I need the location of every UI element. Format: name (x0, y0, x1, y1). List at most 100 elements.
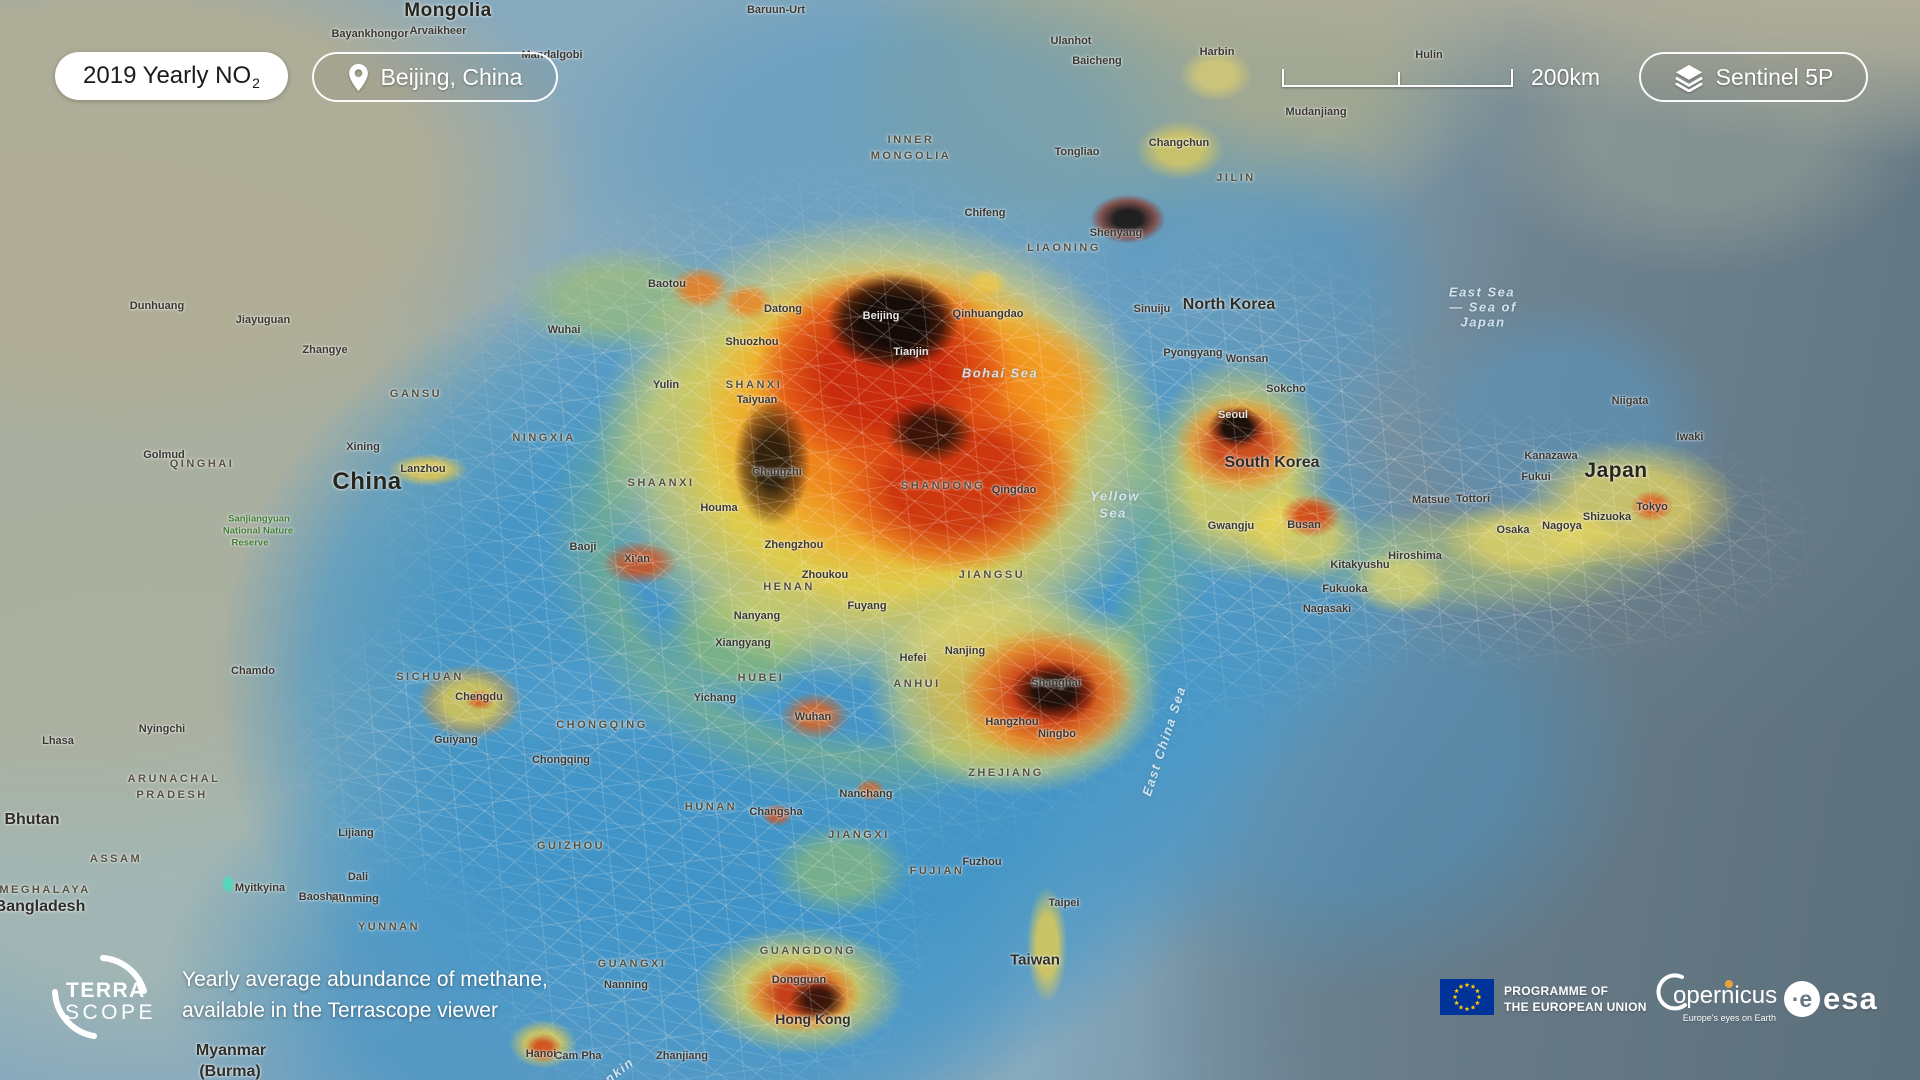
map-label: Hangzhou (985, 716, 1039, 728)
map-label: Nanchang (839, 788, 893, 800)
map-label: Taipei (1048, 897, 1080, 909)
map-label: Guiyang (433, 734, 479, 746)
map-label: Gwangju (1207, 520, 1255, 532)
map-label: Changzhi (752, 466, 802, 478)
map-label: Reserve (231, 537, 269, 549)
map-label: Zhanjiang (656, 1050, 708, 1062)
map-label: GANSU (389, 388, 443, 400)
esa-logo-wordmark: esa (1823, 981, 1878, 1016)
scale-bar-label: 200km (1531, 64, 1601, 90)
map-label: NINGXIA (512, 432, 576, 444)
map-label: LIAONING (1027, 242, 1101, 254)
map-label: HENAN (763, 581, 815, 593)
map-label: (Burma) (199, 1063, 261, 1080)
map-label: Iwaki (1676, 431, 1704, 443)
svg-text:opernicus: opernicus (1673, 982, 1777, 1009)
map-label: ANHUI (893, 678, 941, 690)
map-label: Kunming (331, 893, 379, 905)
map-label: Lijiang (338, 827, 374, 839)
map-label: East Sea (1448, 284, 1516, 300)
map-label: Chongqing (531, 754, 591, 766)
map-label: Nagasaki (1302, 603, 1352, 615)
map-label: FUJIAN (909, 865, 965, 877)
map-label: Jiayuguan (235, 314, 291, 326)
map-label: Yellow (1090, 488, 1140, 504)
map-label: Dongguan (771, 974, 827, 986)
map-label: Taiwan (1010, 951, 1060, 969)
map-label: Bohai Sea (961, 365, 1039, 381)
map-label: Harbin (1199, 46, 1235, 58)
map-label: Dali (347, 871, 369, 883)
map-label: Xi'an (624, 553, 650, 565)
map-label: Tottori (1455, 493, 1491, 505)
copernicus-satellite-dot (1725, 980, 1733, 988)
svg-text:TERRA: TERRA (66, 979, 146, 1002)
map-label: Bhutan (4, 811, 60, 828)
map-label: Yichang (693, 692, 737, 704)
map-label: Bayankhongor (331, 28, 409, 40)
map-label: Myanmar (195, 1042, 267, 1059)
map-label: Nanyang (733, 610, 781, 622)
satellite-pill-label: Sentinel 5P (1715, 63, 1834, 90)
caption-line-1: Yearly average abundance of methane, (182, 968, 548, 991)
map-label: Seoul (1218, 409, 1248, 421)
eu-text-line-2: THE EUROPEAN UNION (1504, 1000, 1647, 1014)
map-label: JIANGSU (958, 569, 1026, 581)
map-label: Baoshan (298, 891, 346, 903)
caption-line-2: available in the Terrascope viewer (182, 999, 498, 1022)
map-label: Xiangyang (715, 637, 771, 649)
map-label: Golmud (143, 449, 185, 461)
map-scale-bar (1282, 69, 1513, 87)
location-pill[interactable]: Beijing, China (312, 52, 558, 102)
map-label: SICHUAN (396, 671, 464, 683)
map-label: Hulin (1415, 49, 1443, 61)
terrascope-logo: TERRA SCOPE (50, 952, 168, 1049)
map-label: Arvaikheer (409, 25, 467, 37)
map-label: MONGOLIA (870, 150, 952, 162)
map-label: China (332, 468, 402, 495)
map-label: Wuhai (547, 324, 581, 336)
map-label: HUNAN (684, 801, 738, 813)
map-label: ZHEJIANG (968, 767, 1044, 779)
map-label: Nanjing (944, 645, 986, 657)
map-label: CHONGQING (556, 719, 648, 731)
map-label: Myitkyina (234, 882, 286, 894)
map-label: Chifeng (964, 207, 1006, 219)
map-label: Dunhuang (129, 300, 185, 312)
map-label: Sea (1099, 505, 1127, 521)
map-label: Sinuiju (1133, 303, 1171, 315)
map-label: Tianjin (893, 346, 929, 358)
map-label: Sokcho (1266, 383, 1306, 395)
map-label: Hefei (899, 652, 927, 664)
map-label: Fuyang (847, 600, 887, 612)
eu-programme-text: PROGRAMME OF THE EUROPEAN UNION (1504, 983, 1647, 1015)
map-label: JIANGXI (828, 829, 890, 841)
esa-logo: ·e esa (1784, 981, 1878, 1017)
map-label: Baicheng (1072, 55, 1122, 67)
map-label: Yulin (652, 379, 680, 391)
map-label: Zhengzhou (764, 539, 824, 551)
copernicus-tagline: Europe's eyes on Earth (1682, 1013, 1776, 1023)
layer-pill-label: 2019 Yearly NO (83, 62, 252, 89)
map-label: Chengdu (455, 691, 503, 703)
map-label: Zhoukou (801, 569, 849, 581)
map-label: HUBEI (737, 672, 785, 684)
map-label: GUIZHOU (536, 840, 606, 852)
map-label: GUANGXI (597, 958, 667, 970)
map-label: SHAANXI (627, 477, 695, 489)
map-label: — Sea of (1449, 299, 1517, 315)
map-label: JILIN (1216, 172, 1256, 184)
map-label: Datong (764, 303, 802, 315)
satellite-layer-pill[interactable]: Sentinel 5P (1639, 52, 1868, 102)
map-label: Bangladesh (0, 898, 86, 915)
layer-selector-pill[interactable]: 2019 Yearly NO 2 (55, 52, 288, 100)
map-label: Fukui (1521, 471, 1551, 483)
map-label: Shuozhou (725, 336, 779, 348)
map-label: Hanoi (525, 1048, 557, 1060)
map-label: Mudanjiang (1285, 106, 1347, 118)
map-label: Tokyo (1636, 501, 1668, 513)
map-label: Japan (1460, 314, 1506, 330)
